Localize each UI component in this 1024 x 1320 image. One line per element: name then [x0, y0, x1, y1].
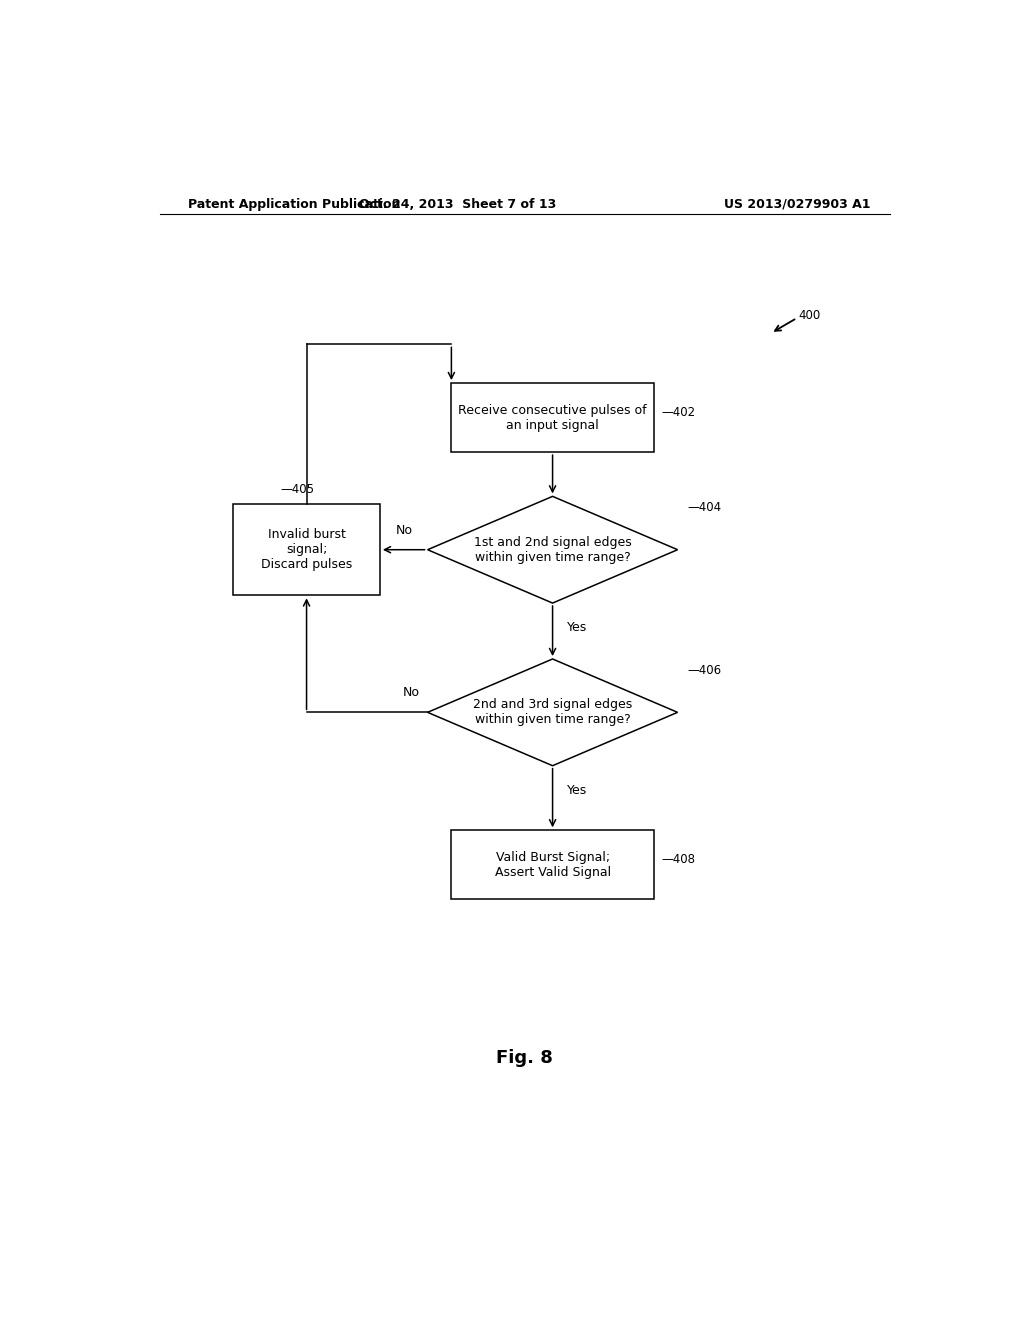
Text: Invalid burst
signal;
Discard pulses: Invalid burst signal; Discard pulses [261, 528, 352, 572]
Text: Valid Burst Signal;
Assert Valid Signal: Valid Burst Signal; Assert Valid Signal [495, 851, 610, 879]
Text: No: No [395, 524, 413, 536]
Text: 400: 400 [799, 309, 821, 322]
Polygon shape [428, 496, 678, 603]
Text: —405: —405 [281, 483, 314, 496]
Text: Oct. 24, 2013  Sheet 7 of 13: Oct. 24, 2013 Sheet 7 of 13 [358, 198, 556, 211]
Text: —406: —406 [688, 664, 722, 677]
Text: No: No [402, 686, 420, 700]
Text: Receive consecutive pulses of
an input signal: Receive consecutive pulses of an input s… [459, 404, 647, 432]
Text: Patent Application Publication: Patent Application Publication [187, 198, 400, 211]
Text: Yes: Yes [567, 784, 587, 797]
FancyBboxPatch shape [452, 830, 653, 899]
Text: —402: —402 [662, 407, 696, 418]
Text: 1st and 2nd signal edges
within given time range?: 1st and 2nd signal edges within given ti… [474, 536, 632, 564]
Text: Yes: Yes [567, 622, 587, 635]
Polygon shape [428, 659, 678, 766]
Text: US 2013/0279903 A1: US 2013/0279903 A1 [724, 198, 870, 211]
Text: Fig. 8: Fig. 8 [497, 1049, 553, 1067]
Text: —408: —408 [662, 853, 695, 866]
Text: 2nd and 3rd signal edges
within given time range?: 2nd and 3rd signal edges within given ti… [473, 698, 632, 726]
FancyBboxPatch shape [452, 383, 653, 453]
FancyBboxPatch shape [233, 504, 380, 595]
Text: —404: —404 [688, 502, 722, 515]
